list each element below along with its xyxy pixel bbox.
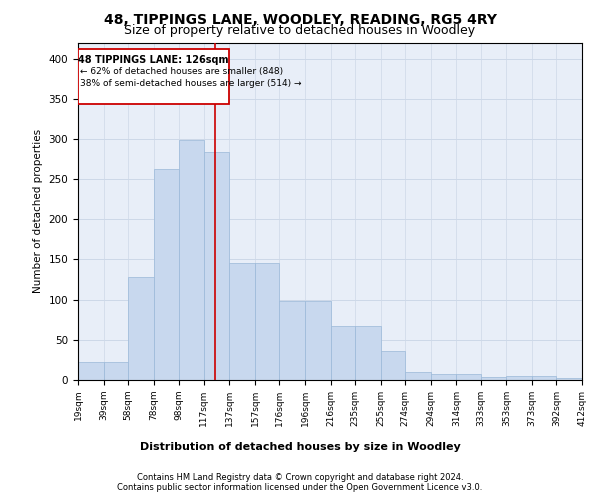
Text: 48 TIPPINGS LANE: 126sqm: 48 TIPPINGS LANE: 126sqm (79, 56, 229, 66)
Bar (229, 262, 255, 380)
Bar (78, 362, 104, 380)
Y-axis label: Number of detached properties: Number of detached properties (33, 129, 43, 294)
Text: 48, TIPPINGS LANE, WOODLEY, READING, RG5 4RY: 48, TIPPINGS LANE, WOODLEY, READING, RG5… (104, 12, 497, 26)
Text: ← 62% of detached houses are smaller (848): ← 62% of detached houses are smaller (84… (80, 66, 283, 76)
Bar (380, 351, 405, 380)
Text: 38% of semi-detached houses are larger (514) →: 38% of semi-detached houses are larger (… (80, 78, 301, 88)
Bar (104, 362, 128, 380)
Bar (532, 376, 556, 380)
Bar (154, 168, 179, 380)
Text: Distribution of detached houses by size in Woodley: Distribution of detached houses by size … (140, 442, 460, 452)
Bar (203, 152, 229, 380)
Bar (556, 378, 582, 380)
Bar (481, 377, 506, 380)
Text: Size of property relative to detached houses in Woodley: Size of property relative to detached ho… (124, 24, 476, 37)
Bar (128, 277, 154, 380)
Bar (305, 301, 331, 380)
Bar (431, 374, 457, 380)
Text: Contains public sector information licensed under the Open Government Licence v3: Contains public sector information licen… (118, 484, 482, 492)
Bar (331, 326, 355, 380)
Text: Contains HM Land Registry data © Crown copyright and database right 2024.: Contains HM Land Registry data © Crown c… (137, 472, 463, 482)
Bar (457, 374, 481, 380)
Bar (405, 372, 431, 380)
Bar (179, 140, 203, 380)
Bar (255, 262, 280, 380)
FancyBboxPatch shape (78, 49, 229, 104)
Bar (280, 301, 305, 380)
Bar (506, 376, 532, 380)
Bar (355, 326, 380, 380)
